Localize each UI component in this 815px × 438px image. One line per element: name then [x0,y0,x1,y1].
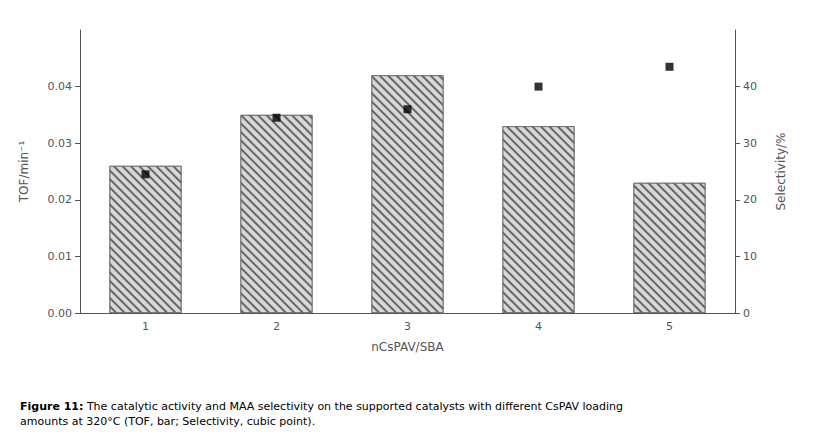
svg-text:Figure 11:: Figure 11: [20,400,83,413]
svg-text:0.00: 0.00 [48,307,73,320]
svg-text:The catalytic activity and MAA: The catalytic activity and MAA selectivi… [83,400,626,413]
svg-text:TOF/min⁻¹: TOF/min⁻¹ [17,141,31,204]
svg-text:2: 2 [273,320,280,333]
svg-text:Selectivity/%: Selectivity/% [774,132,788,210]
svg-text:40: 40 [743,80,757,93]
svg-text:4: 4 [535,320,542,333]
svg-text:3: 3 [404,320,411,333]
svg-text:1: 1 [142,320,149,333]
svg-text:30: 30 [743,137,757,150]
svg-text:0.03: 0.03 [48,137,73,150]
svg-text:0: 0 [743,307,750,320]
svg-text:5: 5 [666,320,673,333]
svg-text:nCsPAV/SBA: nCsPAV/SBA [371,340,444,354]
svg-text:0.04: 0.04 [48,80,73,93]
svg-text:10: 10 [743,250,757,263]
svg-text:0.02: 0.02 [48,193,73,206]
svg-text:0.01: 0.01 [48,250,73,263]
svg-text:20: 20 [743,193,757,206]
svg-text:amounts at 320°C (TOF, bar; Se: amounts at 320°C (TOF, bar; Selectivity,… [20,415,315,428]
